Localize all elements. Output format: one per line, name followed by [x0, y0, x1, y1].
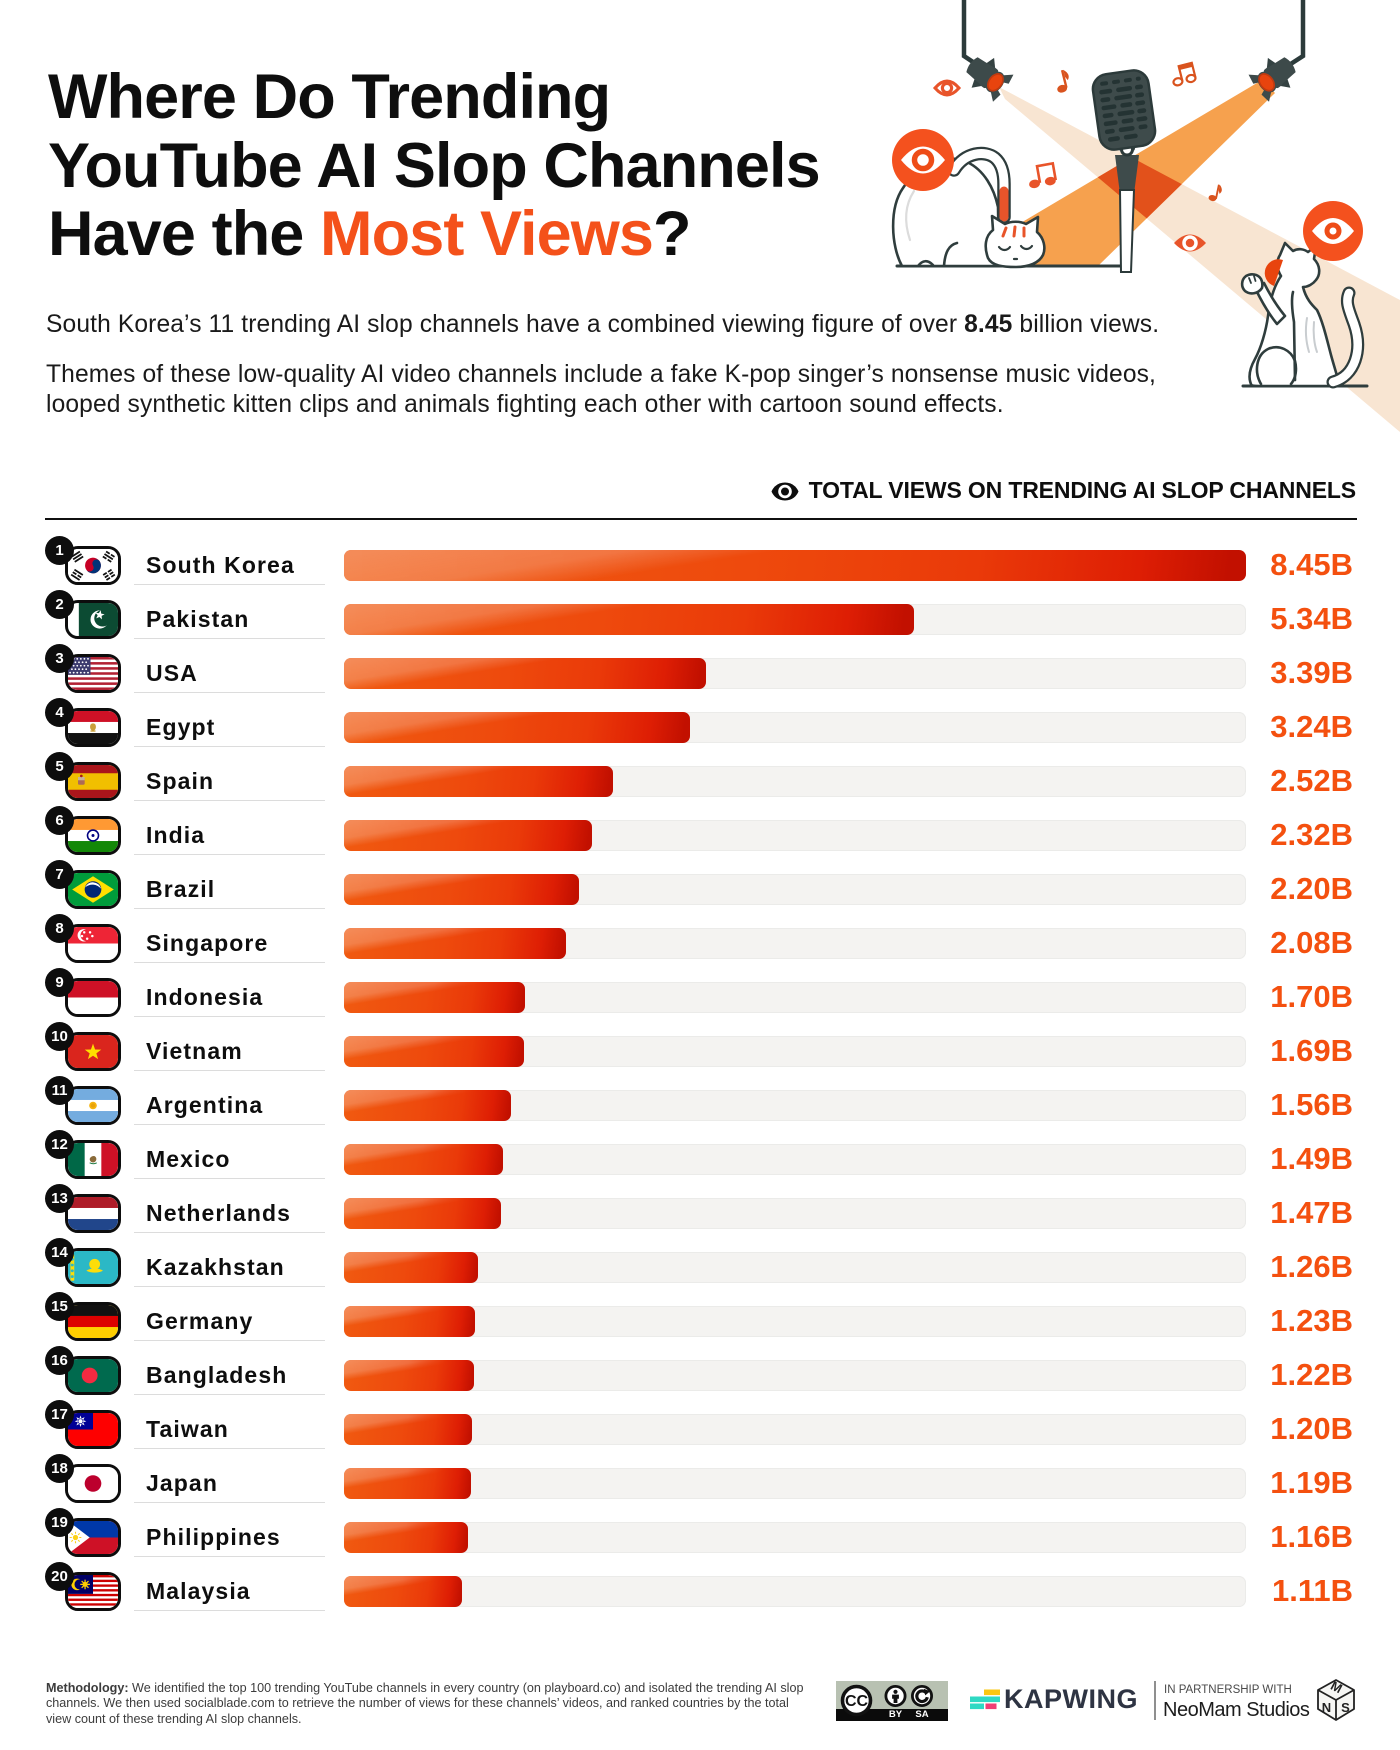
svg-text:CC: CC: [845, 1693, 869, 1710]
svg-text:S: S: [1341, 1700, 1350, 1715]
svg-text:BY: BY: [889, 1709, 903, 1720]
svg-text:N: N: [1322, 1700, 1331, 1715]
svg-text:SA: SA: [915, 1709, 928, 1720]
